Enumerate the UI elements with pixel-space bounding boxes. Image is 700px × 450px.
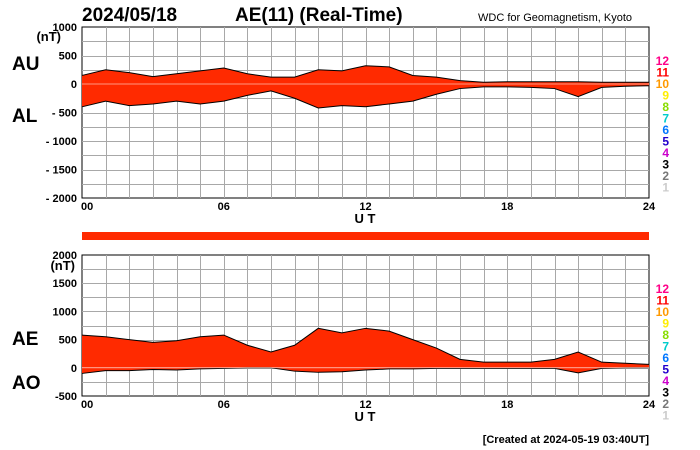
y-tick-label: - 2000 [46,193,77,205]
y-tick-label: 1000 [53,22,77,34]
ae-ao-ylabel: (nT) [50,258,75,273]
au-al-panel: 1000 500 0 - 500 - 1000 - 1500 - 2000 00 06 12 18… [12,22,656,226]
au-al-series [81,65,650,109]
created-timestamp: [Created at 2024-05-19 03:40UT] [483,434,650,446]
au-al-ylabel: (nT) [36,29,61,44]
x-tick-label: 18 [501,399,513,411]
station-level-label: 3 [662,386,669,400]
au-label: AU [12,54,39,75]
station-level-label: 11 [656,294,669,308]
y-tick-label: 0 [71,363,77,375]
separator-bar [82,232,649,240]
au-al-y-ticks: 1000 500 0 - 500 - 1000 - 1500 - 2000 [46,22,77,205]
series-ao-line [81,367,649,374]
ae-ao-plot-frame [81,254,650,397]
y-tick-label: - 1000 [46,136,77,148]
station-level-label: 8 [662,328,669,342]
ae-label: AE [12,329,38,350]
station-level-label: 4 [662,146,669,160]
series-al-line [81,85,650,109]
station-level-label: 10 [656,77,670,91]
y-tick-label: -500 [55,391,77,403]
ae-ao-y-ticks: 2000 1500 1000 500 0 -500 [53,250,77,403]
station-level-label: 7 [662,340,669,354]
ao-label: AO [12,373,41,394]
y-tick-label: - 500 [52,108,77,120]
station-level-label: 12 [656,282,670,296]
station-level-label: 4 [662,374,669,388]
series-au-line [81,65,649,83]
station-level-label: 7 [662,112,669,126]
x-tick-label: 18 [501,201,513,213]
series-band [82,328,649,374]
station-level-label: 3 [662,158,669,172]
y-tick-label: 2000 [53,250,77,262]
x-tick-label: 12 [359,201,371,213]
al-label: AL [12,106,38,127]
y-tick-label: - 1500 [46,165,77,177]
station-level-label: 6 [662,123,669,137]
date-title: 2024/05/18 [82,5,177,26]
station-level-label: 9 [662,317,669,331]
station-level-label: 2 [662,169,669,183]
chart-title: AE(11) (Real-Time) [235,5,403,26]
station-level-label: 9 [662,89,669,103]
series-band [82,65,649,108]
x-tick-label: 00 [81,399,93,411]
source-label: WDC for Geomagnetism, Kyoto [478,12,632,24]
y-tick-label: 0 [71,79,77,91]
station-level-label: 5 [662,135,669,149]
y-tick-label: 1000 [53,306,77,318]
ae-ao-panel: 2000 1500 1000 500 0 -500 00 06 12 18 24 (nT) U T… [12,250,656,424]
y-tick-label: 500 [59,335,77,347]
station-level-label: 1 [662,181,669,195]
x-tick-label: 06 [218,201,230,213]
y-tick-label: 1500 [53,278,77,290]
station-level-label: 12 [656,54,670,68]
ae-ao-grid [82,255,649,396]
x-tick-label: 24 [643,399,656,411]
au-al-x-ticks: 00 06 12 18 24 [81,201,656,213]
au-al-plot-frame [81,26,650,199]
station-level-label: 2 [662,397,669,411]
ae-ao-xlabel: U T [355,409,376,424]
au-al-xlabel: U T [355,211,376,226]
y-tick-label: 500 [59,51,77,63]
x-tick-label: 00 [81,201,93,213]
station-level-label: 8 [662,100,669,114]
x-tick-label: 24 [643,201,656,213]
station-level-label: 6 [662,351,669,365]
station-level-label: 5 [662,363,669,377]
ae-ao-series [81,327,650,374]
x-tick-label: 06 [218,399,230,411]
station-level-label: 1 [662,409,669,423]
station-level-label: 10 [656,305,670,319]
x-tick-label: 12 [359,399,371,411]
au-al-grid [82,27,649,198]
station-level-label: 11 [656,66,669,80]
ae-ao-x-ticks: 00 06 12 18 24 [81,399,656,411]
series-ae-line [81,327,650,365]
